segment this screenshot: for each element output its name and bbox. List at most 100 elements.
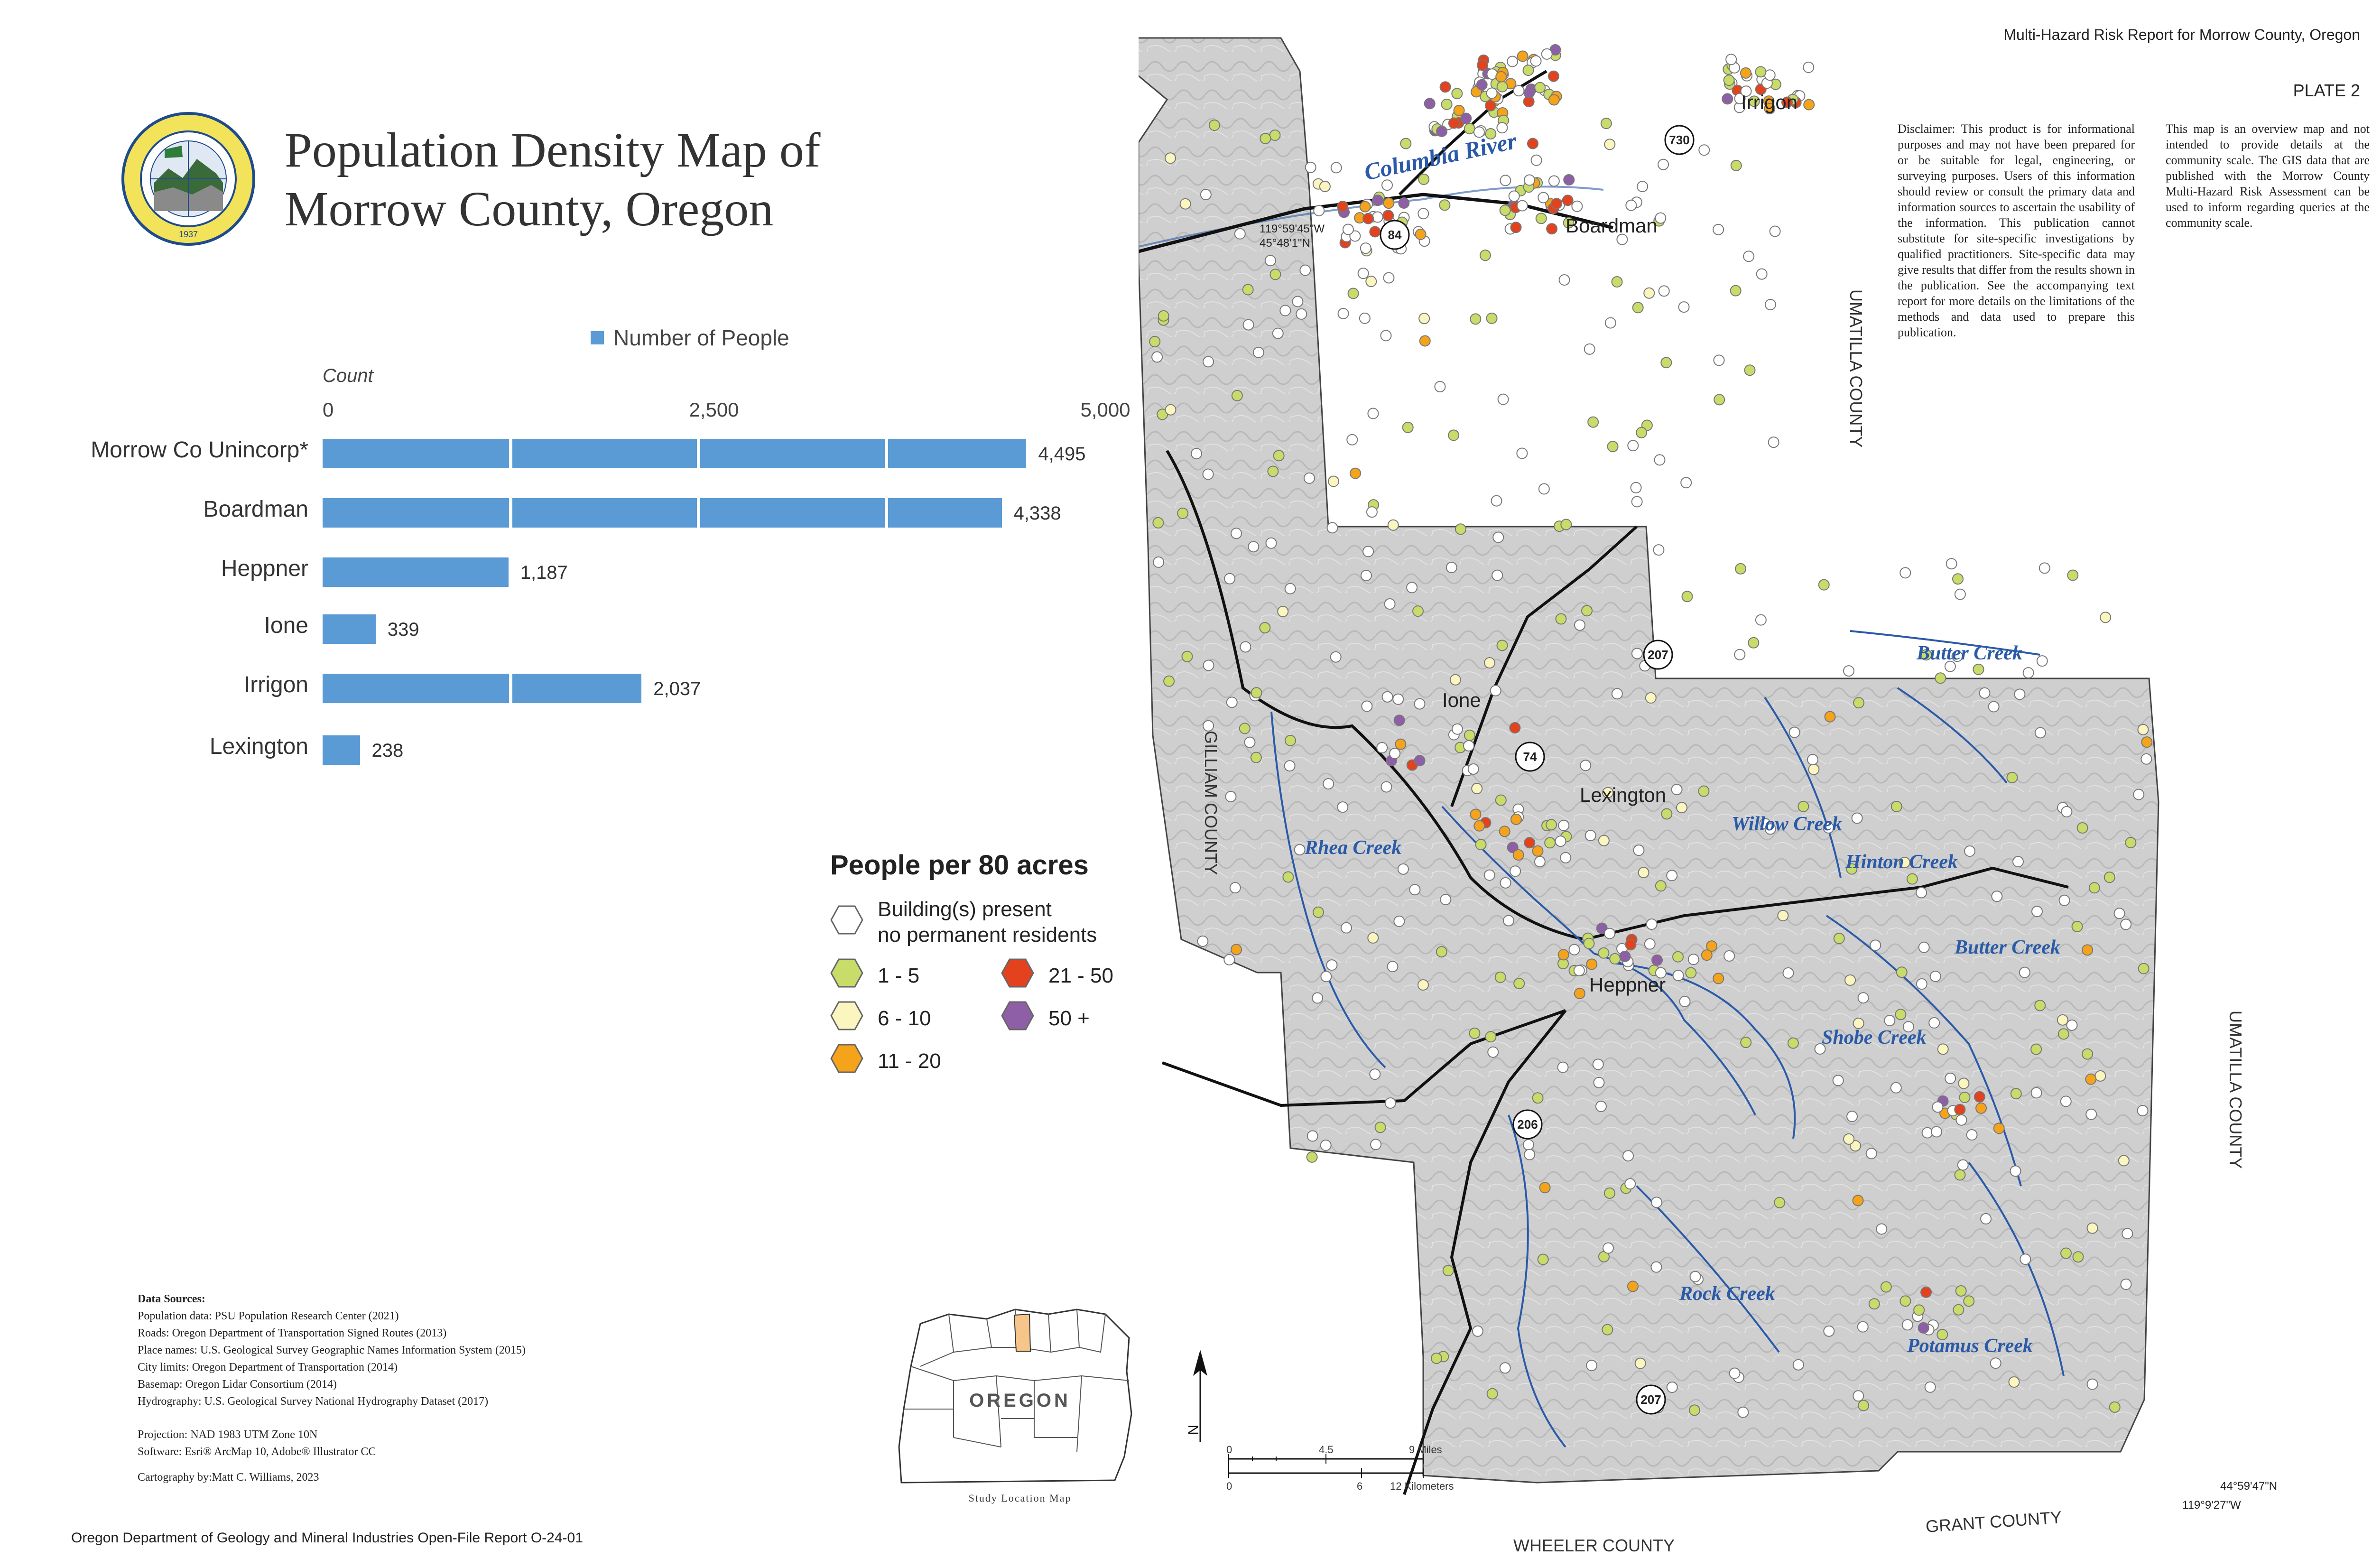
population-hex bbox=[1807, 754, 1818, 766]
density-legend-item: 11 - 20 bbox=[830, 1044, 941, 1078]
population-hex bbox=[1953, 1304, 1964, 1316]
population-hex bbox=[1653, 544, 1665, 556]
population-hex bbox=[1197, 935, 1209, 947]
population-hex bbox=[1857, 992, 1869, 1004]
population-hex bbox=[1496, 640, 1508, 651]
population-hex bbox=[1846, 1111, 1858, 1123]
population-hex bbox=[1414, 698, 1426, 710]
chart-value-label: 2,037 bbox=[653, 678, 701, 699]
population-hex bbox=[1755, 66, 1767, 78]
coord-east-lon: 119°9'27"W bbox=[2182, 1499, 2241, 1512]
hexagon-icon bbox=[830, 1001, 863, 1036]
population-hex bbox=[1844, 974, 1856, 986]
population-hex bbox=[1360, 242, 1371, 254]
population-hex bbox=[1500, 175, 1511, 186]
population-hex bbox=[1955, 1114, 1967, 1126]
population-hex bbox=[2120, 919, 2132, 930]
population-hex bbox=[1713, 973, 1724, 984]
scale-mile-0: 0 bbox=[1226, 1445, 1232, 1456]
population-hex bbox=[1382, 210, 1394, 222]
density-legend-label: 6 - 10 bbox=[878, 1006, 931, 1030]
population-hex bbox=[1513, 977, 1525, 989]
population-hex bbox=[1381, 691, 1393, 703]
gilliam-county: GILLIAM COUNTY bbox=[1201, 731, 1221, 875]
rhea-creek-label: Rhea Creek bbox=[1304, 837, 1401, 859]
population-hex bbox=[1680, 477, 1692, 489]
population-hex bbox=[1436, 125, 1448, 137]
population-hex bbox=[1177, 507, 1189, 519]
population-hex bbox=[1495, 794, 1507, 806]
population-hex bbox=[1282, 871, 1294, 883]
population-hex bbox=[1499, 826, 1510, 837]
north-arrow: N bbox=[1185, 1347, 1214, 1442]
population-hex bbox=[1944, 660, 1956, 672]
population-hex bbox=[1524, 837, 1536, 849]
software-text: Software: Esri® ArcMap 10, Adobe® Illust… bbox=[138, 1446, 376, 1458]
population-hex bbox=[1581, 605, 1593, 617]
population-hex bbox=[1152, 517, 1164, 529]
route-74-shield bbox=[1515, 742, 1545, 772]
population-hex bbox=[1808, 763, 1820, 775]
population-hex bbox=[1320, 1139, 1332, 1151]
population-hex bbox=[1979, 687, 1991, 699]
population-hex bbox=[1151, 351, 1163, 363]
population-hex bbox=[1916, 887, 1927, 899]
population-hex bbox=[2137, 1104, 2149, 1116]
population-hex bbox=[1384, 598, 1396, 610]
population-hex bbox=[1362, 213, 1374, 224]
plate-label: PLATE 2 bbox=[2293, 81, 2360, 100]
population-hex bbox=[1946, 558, 1957, 570]
population-hex bbox=[1740, 85, 1752, 97]
willow-creek-label: Willow Creek bbox=[1732, 813, 1842, 835]
population-hex bbox=[1689, 1271, 1701, 1282]
population-hex bbox=[1676, 802, 1687, 814]
population-hex bbox=[1522, 65, 1534, 76]
umatilla-county-east: UMATILLA COUNTY bbox=[2226, 1011, 2245, 1169]
population-hex bbox=[1964, 845, 1976, 857]
population-hex bbox=[1636, 427, 1648, 438]
population-hex bbox=[1551, 198, 1563, 210]
population-hex bbox=[1179, 198, 1191, 210]
cartography-text: Cartography by:Matt C. Williams, 2023 bbox=[138, 1471, 319, 1484]
population-hex bbox=[1602, 1242, 1614, 1254]
title-line-2: Morrow County, Oregon bbox=[285, 182, 774, 236]
population-hex bbox=[1319, 181, 1331, 193]
population-hex bbox=[2113, 908, 2125, 919]
population-hex bbox=[1833, 933, 1845, 945]
population-hex bbox=[1743, 251, 1755, 262]
chart-gridline bbox=[885, 439, 888, 468]
chart-category-label: Boardman bbox=[203, 497, 308, 522]
density-legend-title: People per 80 acres bbox=[830, 850, 1089, 881]
population-hex bbox=[1546, 223, 1558, 235]
population-hex bbox=[1655, 212, 1667, 224]
source-line: Population data: PSU Population Research… bbox=[138, 1310, 399, 1322]
population-hex bbox=[1277, 605, 1289, 617]
chart-gridline bbox=[509, 674, 512, 703]
population-hex bbox=[1901, 1319, 1913, 1331]
population-hex bbox=[1764, 823, 1776, 835]
population-hex bbox=[1471, 783, 1483, 795]
chart-category-label: Irrigon bbox=[243, 672, 308, 697]
chart-value-label: 238 bbox=[371, 740, 404, 761]
population-hex bbox=[2030, 1043, 2042, 1055]
population-hex bbox=[1660, 357, 1672, 369]
population-hex bbox=[1299, 264, 1311, 276]
population-hex bbox=[1483, 869, 1495, 881]
chart-bar bbox=[323, 614, 376, 644]
population-hex bbox=[1895, 1009, 1907, 1021]
inset-state-label: OREGON bbox=[969, 1390, 1071, 1411]
population-hex bbox=[1164, 152, 1176, 164]
population-hex bbox=[1558, 274, 1570, 286]
population-hex bbox=[1823, 822, 1835, 834]
population-hex bbox=[1558, 819, 1570, 831]
density-legend-label: 1 - 5 bbox=[878, 964, 920, 987]
chart-value-label: 4,338 bbox=[1013, 503, 1061, 524]
population-hex bbox=[1393, 915, 1405, 927]
hexagon-icon bbox=[830, 1044, 863, 1078]
population-hex bbox=[1681, 591, 1693, 603]
population-hex bbox=[1381, 781, 1392, 793]
population-hex bbox=[1607, 441, 1619, 453]
population-hex bbox=[1496, 122, 1508, 134]
route-730-label: 730 bbox=[1669, 133, 1689, 147]
population-hex bbox=[1584, 830, 1596, 842]
